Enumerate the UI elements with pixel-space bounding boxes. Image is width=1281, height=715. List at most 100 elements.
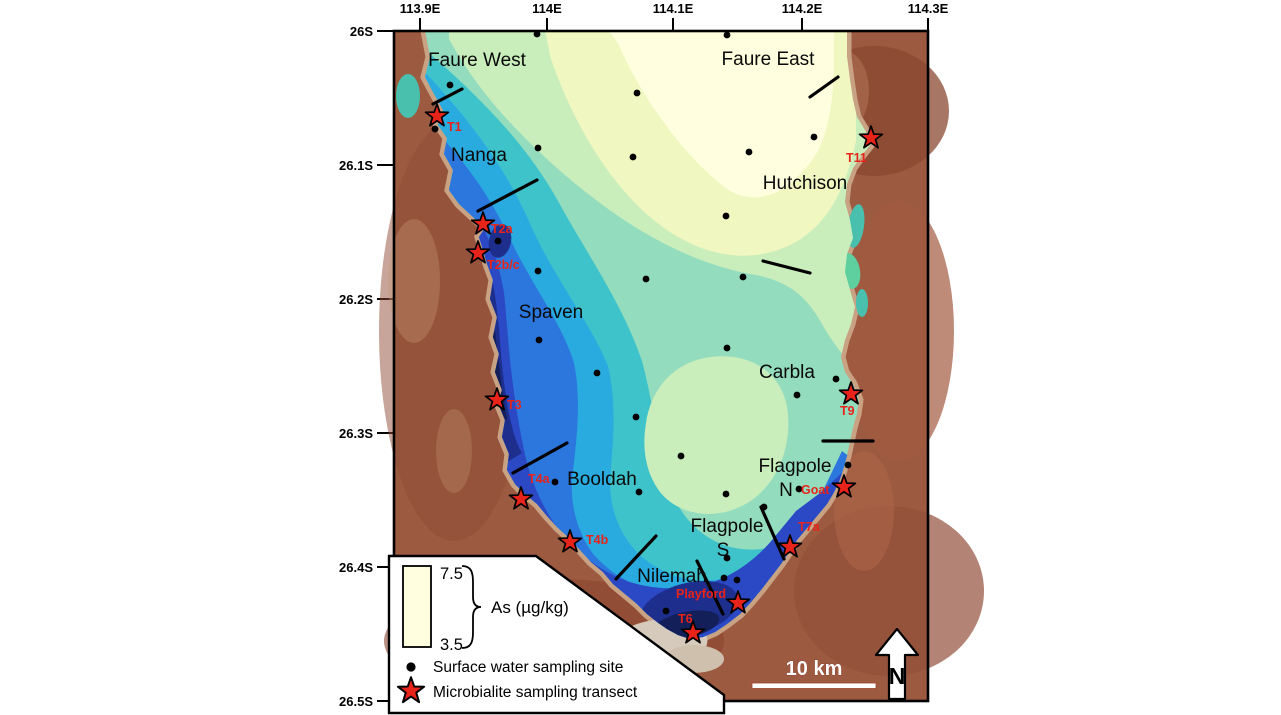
transect-label-T2b/c: T2b/c [487, 258, 520, 272]
transect-label-T1: T1 [447, 120, 462, 134]
region-label: Carbla [759, 362, 815, 383]
transect-label-Playford: Playford [676, 587, 726, 601]
microbialite-transect-star [725, 590, 751, 614]
transect-label-T9: T9 [840, 404, 855, 418]
surface-water-site-dot [720, 574, 728, 582]
left-tick-label: 26.3S [339, 426, 373, 441]
region-label: S [717, 540, 730, 561]
left-tick-label: 26.2S [339, 292, 373, 307]
region-label: Booldah [567, 469, 637, 490]
surface-water-site-dot [760, 503, 768, 511]
transect-label-T7a: T7a [798, 520, 821, 534]
microbialite-transect-star [424, 103, 450, 127]
transect-line [614, 534, 658, 581]
scale-bar-line [751, 682, 877, 689]
left-tick-label: 26.4S [339, 560, 373, 575]
scale-bar-label: 10 km [786, 658, 843, 680]
left-tick-label: 26S [350, 24, 373, 39]
region-label: Nanga [451, 145, 507, 166]
legend-item-transects: Microbialite sampling transect [433, 684, 638, 701]
transect-label-T4b: T4b [586, 533, 609, 547]
surface-water-site-dot [551, 478, 559, 486]
region-label: Faure East [722, 49, 816, 70]
top-tick-label: 114.3E [908, 1, 949, 16]
surface-water-site-dot [662, 607, 670, 615]
surface-water-site-dot [739, 273, 747, 281]
microbialite-transect-star [465, 240, 491, 264]
legend-star-icon [396, 676, 426, 704]
north-arrow-icon [874, 627, 920, 701]
transect-line [695, 559, 725, 616]
surface-water-site-dot [810, 133, 818, 141]
region-label: Flagpole [691, 516, 764, 537]
transect-lines [431, 75, 875, 616]
microbialite-transect-star [777, 534, 803, 558]
transect-label-T2a: T2a [491, 222, 514, 236]
surface-water-site-dot [793, 391, 801, 399]
transect-line [759, 505, 786, 561]
surface-water-site-dot [832, 375, 840, 383]
transect-labels: T1 T2a T2b/c T3 T4a T4b T6 Playford T7a Goat T9 T11 [447, 120, 867, 626]
surface-water-site-dot [723, 554, 731, 562]
region-label: Hutchison [763, 173, 848, 194]
top-tick-label: 113.9E [400, 1, 441, 16]
north-arrow-label: N [889, 663, 906, 689]
surface-water-site-dot [677, 452, 685, 460]
legend: 7.5 3.5 As (µg/kg) Surface water samplin… [387, 554, 726, 715]
surface-water-site-dot [745, 148, 753, 156]
region-label: Spaven [519, 302, 583, 323]
surface-water-site-dot [534, 144, 542, 152]
microbialite-transect-star [508, 486, 534, 510]
microbialite-transect-star [470, 211, 496, 235]
surface-water-site-dot [593, 369, 601, 377]
surface-water-site-dot [535, 336, 543, 344]
surface-water-site-dot [632, 413, 640, 421]
axes: 113.9E 114E 114.1E 114.2E 114.3E 26S 26.1S 26.2… [339, 1, 949, 709]
microbialite-transect-star [838, 381, 864, 405]
transect-label-T3: T3 [507, 398, 522, 412]
north-arrow: N [874, 627, 920, 701]
brace [461, 565, 482, 649]
top-tick-label: 114.2E [782, 1, 823, 16]
left-tick-label: 26.5S [339, 694, 373, 709]
surface-water-sites [431, 30, 852, 615]
surface-water-site-dot [723, 344, 731, 352]
transect-label-T11: T11 [846, 151, 867, 165]
surface-water-site-dot [844, 461, 852, 469]
scale-bar: 10 km [751, 658, 877, 689]
region-label: Flagpole [759, 456, 832, 477]
microbialite-transect-star [484, 387, 510, 411]
surface-water-site-dot [733, 576, 741, 584]
microbialite-transect-star [831, 474, 857, 498]
transect-line [431, 87, 464, 106]
legend-item-sites: Surface water sampling site [433, 659, 623, 676]
surface-water-site-dot [534, 267, 542, 275]
star-icon [396, 676, 426, 704]
surface-water-site-dot [723, 31, 731, 39]
top-tick-label: 114.1E [653, 1, 694, 16]
transect-line [808, 75, 840, 99]
surface-water-site-dot [722, 490, 730, 498]
surface-water-site-dot [446, 81, 454, 89]
band-palest-ne [609, 31, 834, 198]
surface-water-site-dot [629, 153, 637, 161]
surface-water-site-dot [642, 275, 650, 283]
transect-line [476, 178, 539, 213]
colorbar-min: 3.5 [440, 636, 463, 654]
surface-water-site-dot [494, 237, 502, 245]
left-tick-label: 26.1S [339, 158, 373, 173]
microbialite-transect-star [557, 529, 583, 553]
microbialite-transects [424, 103, 884, 644]
transect-label-Goat: Goat [801, 483, 830, 497]
top-tick-label: 114E [532, 1, 562, 16]
west-lagoon [396, 74, 420, 118]
surface-water-site-dot [722, 212, 730, 220]
region-label: Faure West [428, 50, 527, 71]
surface-water-site-dot [633, 89, 641, 97]
surface-water-site-dot [635, 488, 643, 496]
transect-label-T4a: T4a [528, 472, 551, 486]
legend-dot-icon [406, 662, 416, 672]
band-lightgreen-center [644, 356, 789, 514]
